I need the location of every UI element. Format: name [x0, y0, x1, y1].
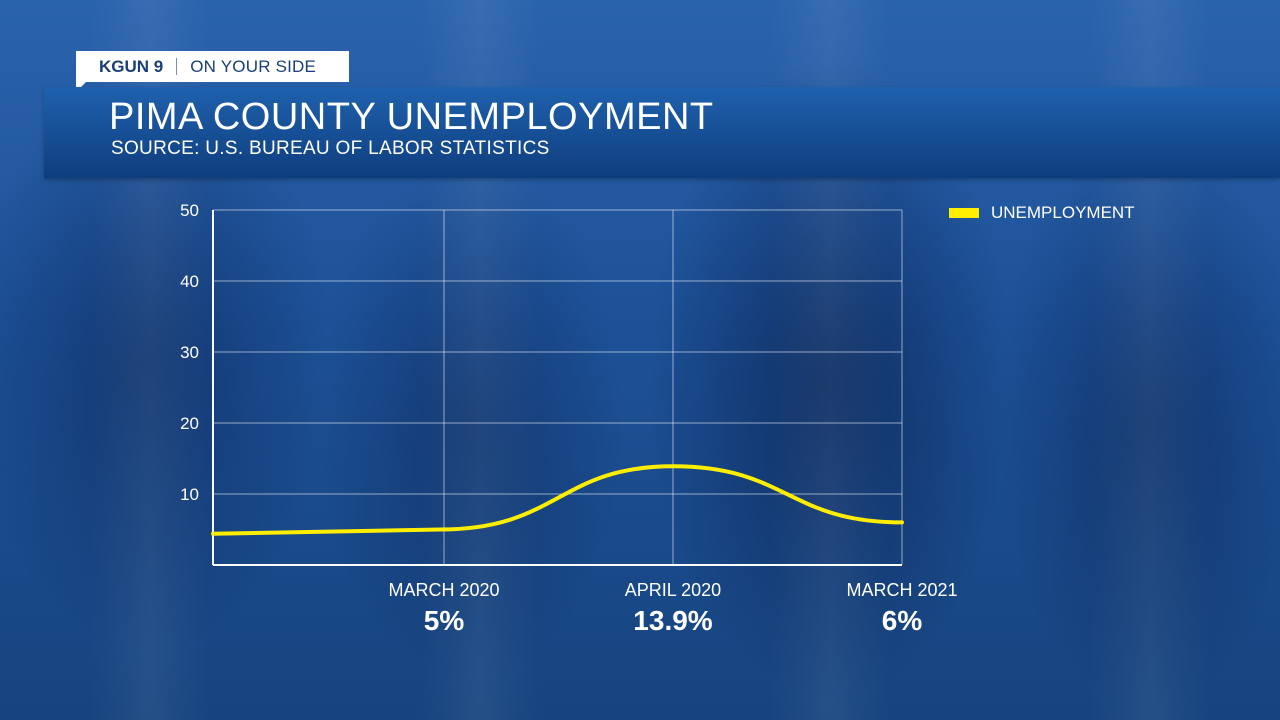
chart-legend: UNEMPLOYMENT	[949, 203, 1135, 223]
series-layer	[211, 464, 904, 536]
category-name: MARCH 2021	[846, 580, 958, 600]
y-tick-label: 20	[180, 414, 199, 433]
legend-swatch	[949, 208, 979, 218]
chart-grid	[212, 209, 903, 566]
category-label: APRIL 2020 13.9%	[583, 580, 763, 637]
category-label: MARCH 2020 5%	[354, 580, 534, 637]
station-slogan: ON YOUR SIDE	[190, 56, 317, 76]
y-tick-label: 40	[180, 272, 199, 291]
category-label: MARCH 2021 6%	[812, 580, 992, 637]
tag-divider	[176, 58, 178, 75]
chart-title: PIMA COUNTY UNEMPLOYMENT	[109, 96, 714, 138]
category-name: APRIL 2020	[624, 580, 722, 600]
station-tag: KGUN 9 ON YOUR SIDE	[76, 51, 349, 82]
category-value: 6%	[881, 605, 923, 636]
category-name: MARCH 2020	[388, 580, 500, 600]
y-tick-label: 30	[180, 343, 199, 362]
y-axis-ticks: 10 20 30 40 50	[180, 201, 199, 504]
header-band	[44, 87, 1280, 178]
station-call-sign: KGUN 9	[99, 56, 164, 76]
series-line-unemployment	[211, 464, 904, 536]
y-tick-label: 50	[180, 201, 199, 220]
category-value: 13.9%	[633, 605, 713, 636]
chart-source: SOURCE: U.S. BUREAU OF LABOR STATISTICS	[111, 138, 550, 159]
category-value: 5%	[423, 605, 465, 636]
y-tick-label: 10	[180, 485, 199, 504]
legend-label: UNEMPLOYMENT	[991, 203, 1135, 222]
